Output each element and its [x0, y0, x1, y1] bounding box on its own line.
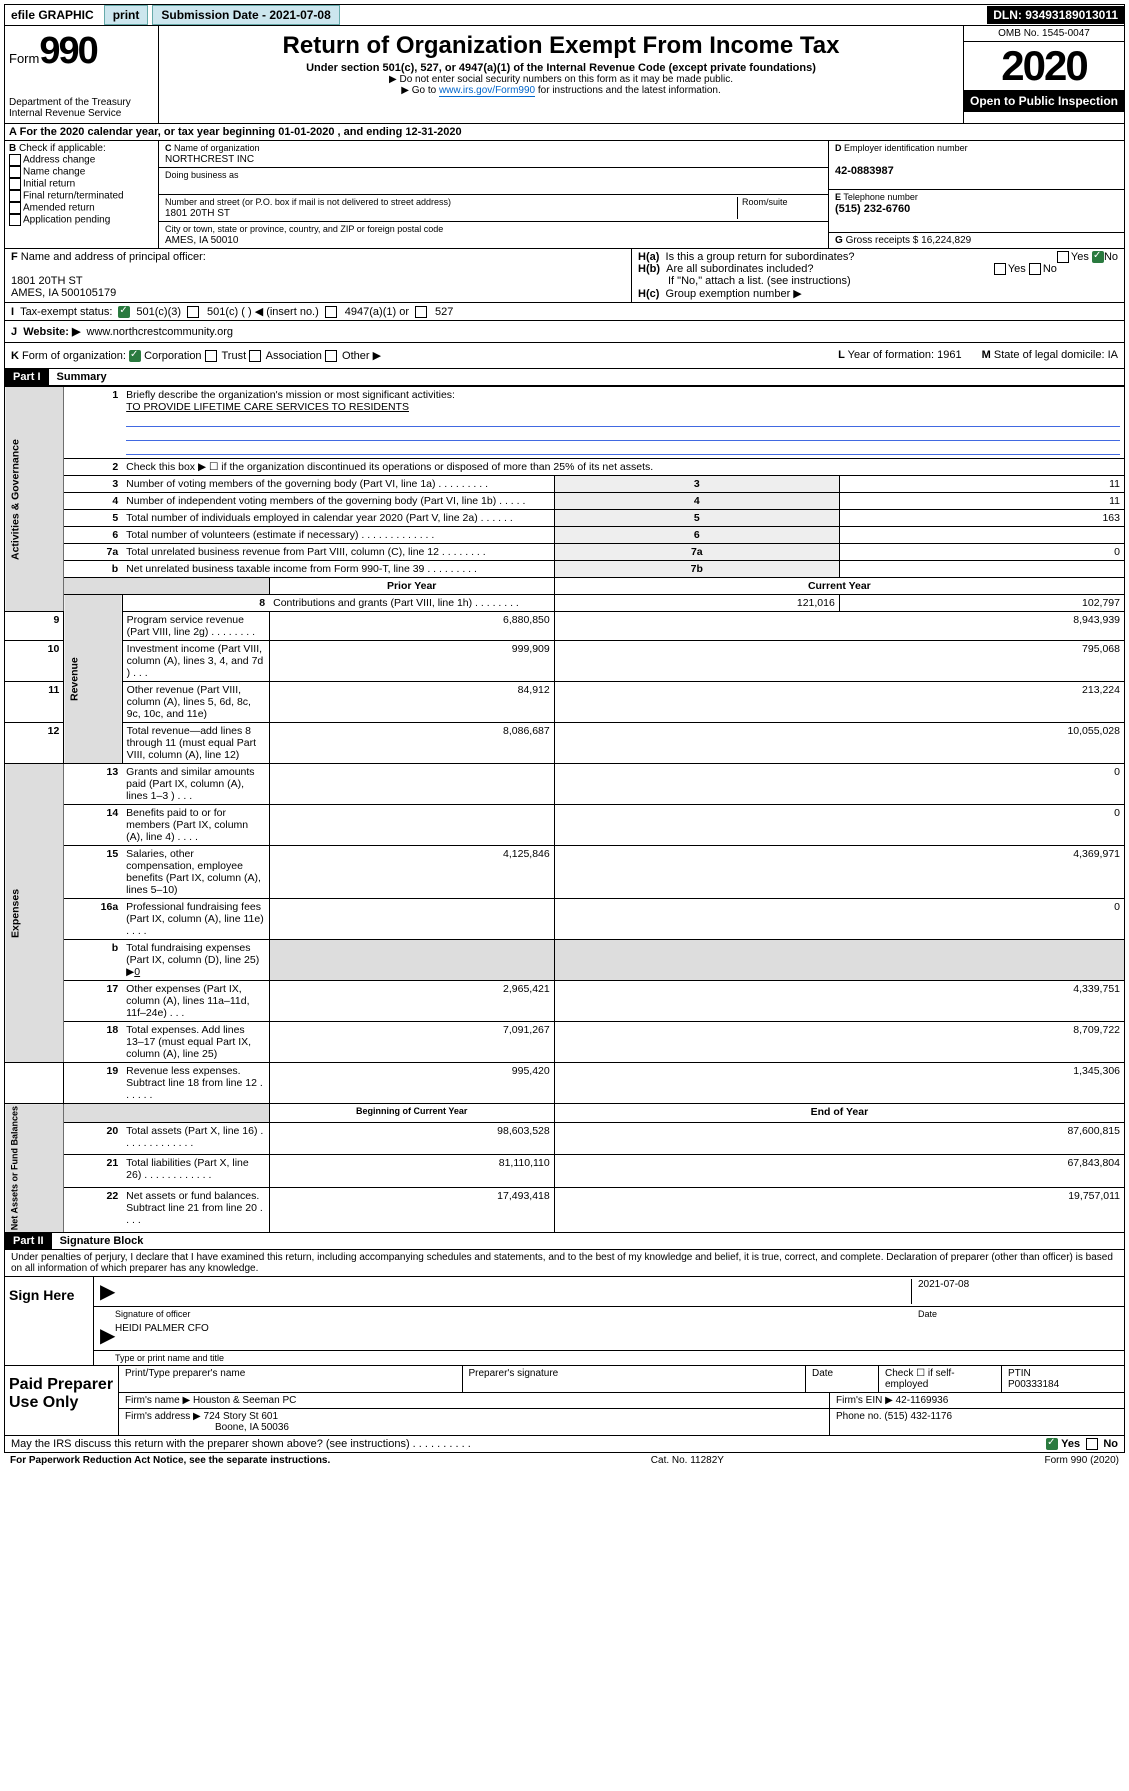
chk-4947[interactable] — [325, 306, 337, 318]
officer-block: F Name and address of principal officer:… — [4, 249, 1125, 303]
entity-block: B Check if applicable: Address change Na… — [4, 141, 1125, 249]
ptin: P00333184 — [1008, 1379, 1059, 1390]
form-word: Form — [9, 51, 39, 66]
chk-name[interactable]: Name change — [23, 167, 85, 178]
paid-preparer-block: Paid Preparer Use Only Print/Type prepar… — [4, 1366, 1125, 1436]
chk-initial[interactable]: Initial return — [23, 179, 75, 190]
officer-name: HEIDI PALMER CFO — [115, 1323, 209, 1348]
perjury-text: Under penalties of perjury, I declare th… — [4, 1250, 1125, 1277]
form-subtitle: Under section 501(c), 527, or 4947(a)(1)… — [163, 62, 959, 74]
form-number: 990 — [39, 30, 96, 72]
discuss-text: May the IRS discuss this return with the… — [11, 1438, 471, 1450]
top-toolbar: efile GRAPHIC print Submission Date - 20… — [4, 4, 1125, 26]
org-city: AMES, IA 50010 — [165, 235, 238, 246]
chk-pending[interactable]: Application pending — [23, 215, 110, 226]
mission-text: TO PROVIDE LIFETIME CARE SERVICES TO RES… — [126, 401, 409, 413]
discuss-yes[interactable] — [1046, 1438, 1058, 1450]
gross-receipts: 16,224,829 — [921, 235, 971, 246]
irs-link[interactable]: www.irs.gov/Form990 — [439, 85, 535, 97]
ein: 42-0883987 — [835, 165, 894, 177]
chk-501c[interactable] — [187, 306, 199, 318]
open-public-badge: Open to Public Inspection — [964, 90, 1124, 112]
chk-amended[interactable]: Amended return — [23, 203, 95, 214]
org-name: NORTHCREST INC — [165, 154, 254, 165]
omb-number: OMB No. 1545-0047 — [964, 26, 1124, 42]
domicile-state: IA — [1108, 349, 1118, 361]
form-header: Form990 Department of the Treasury Inter… — [4, 26, 1125, 124]
form-title: Return of Organization Exempt From Incom… — [163, 32, 959, 60]
chk-final[interactable]: Final return/terminated — [23, 191, 124, 202]
org-address: 1801 20TH ST — [165, 208, 230, 219]
summary-table: Activities & Governance 1Briefly describ… — [4, 386, 1125, 1233]
period-text: For the 2020 calendar year, or tax year … — [20, 126, 462, 138]
chk-501c3[interactable] — [118, 306, 130, 318]
firm-ein: 42-1169936 — [896, 1395, 949, 1406]
signature-block: Sign Here ▶2021-07-08 Signature of offic… — [4, 1277, 1125, 1366]
dept-label: Department of the Treasury Internal Reve… — [9, 97, 154, 119]
tax-year: 2020 — [964, 42, 1124, 90]
telephone: (515) 232-6760 — [835, 203, 910, 215]
voting-members: 11 — [839, 476, 1124, 493]
dln-label: DLN: 93493189013011 — [987, 6, 1124, 24]
firm-name: Houston & Seeman PC — [193, 1395, 296, 1406]
sign-date: 2021-07-08 — [911, 1279, 1118, 1304]
efile-label: efile GRAPHIC — [5, 6, 100, 24]
discuss-no[interactable] — [1086, 1438, 1098, 1450]
print-button[interactable]: print — [104, 5, 149, 25]
note-ssn: ▶ Do not enter social security numbers o… — [163, 74, 959, 85]
chk-527[interactable] — [415, 306, 427, 318]
part1-badge: Part I — [5, 369, 49, 385]
chk-address[interactable]: Address change — [23, 155, 95, 166]
firm-address: 724 Story St 601 — [204, 1411, 279, 1422]
year-formation: 1961 — [937, 349, 961, 361]
website-url[interactable]: www.northcrestcommunity.org — [87, 326, 234, 338]
submission-date-button[interactable]: Submission Date - 2021-07-08 — [152, 5, 339, 25]
tax-status-row: ITax-exempt status: 501(c)(3) 501(c) ( )… — [4, 303, 1125, 321]
officer-address: 1801 20TH ST AMES, IA 500105179 — [11, 275, 116, 299]
part2-badge: Part II — [5, 1233, 52, 1249]
firm-phone: (515) 432-1176 — [884, 1411, 952, 1422]
page-footer: For Paperwork Reduction Act Notice, see … — [4, 1453, 1125, 1468]
